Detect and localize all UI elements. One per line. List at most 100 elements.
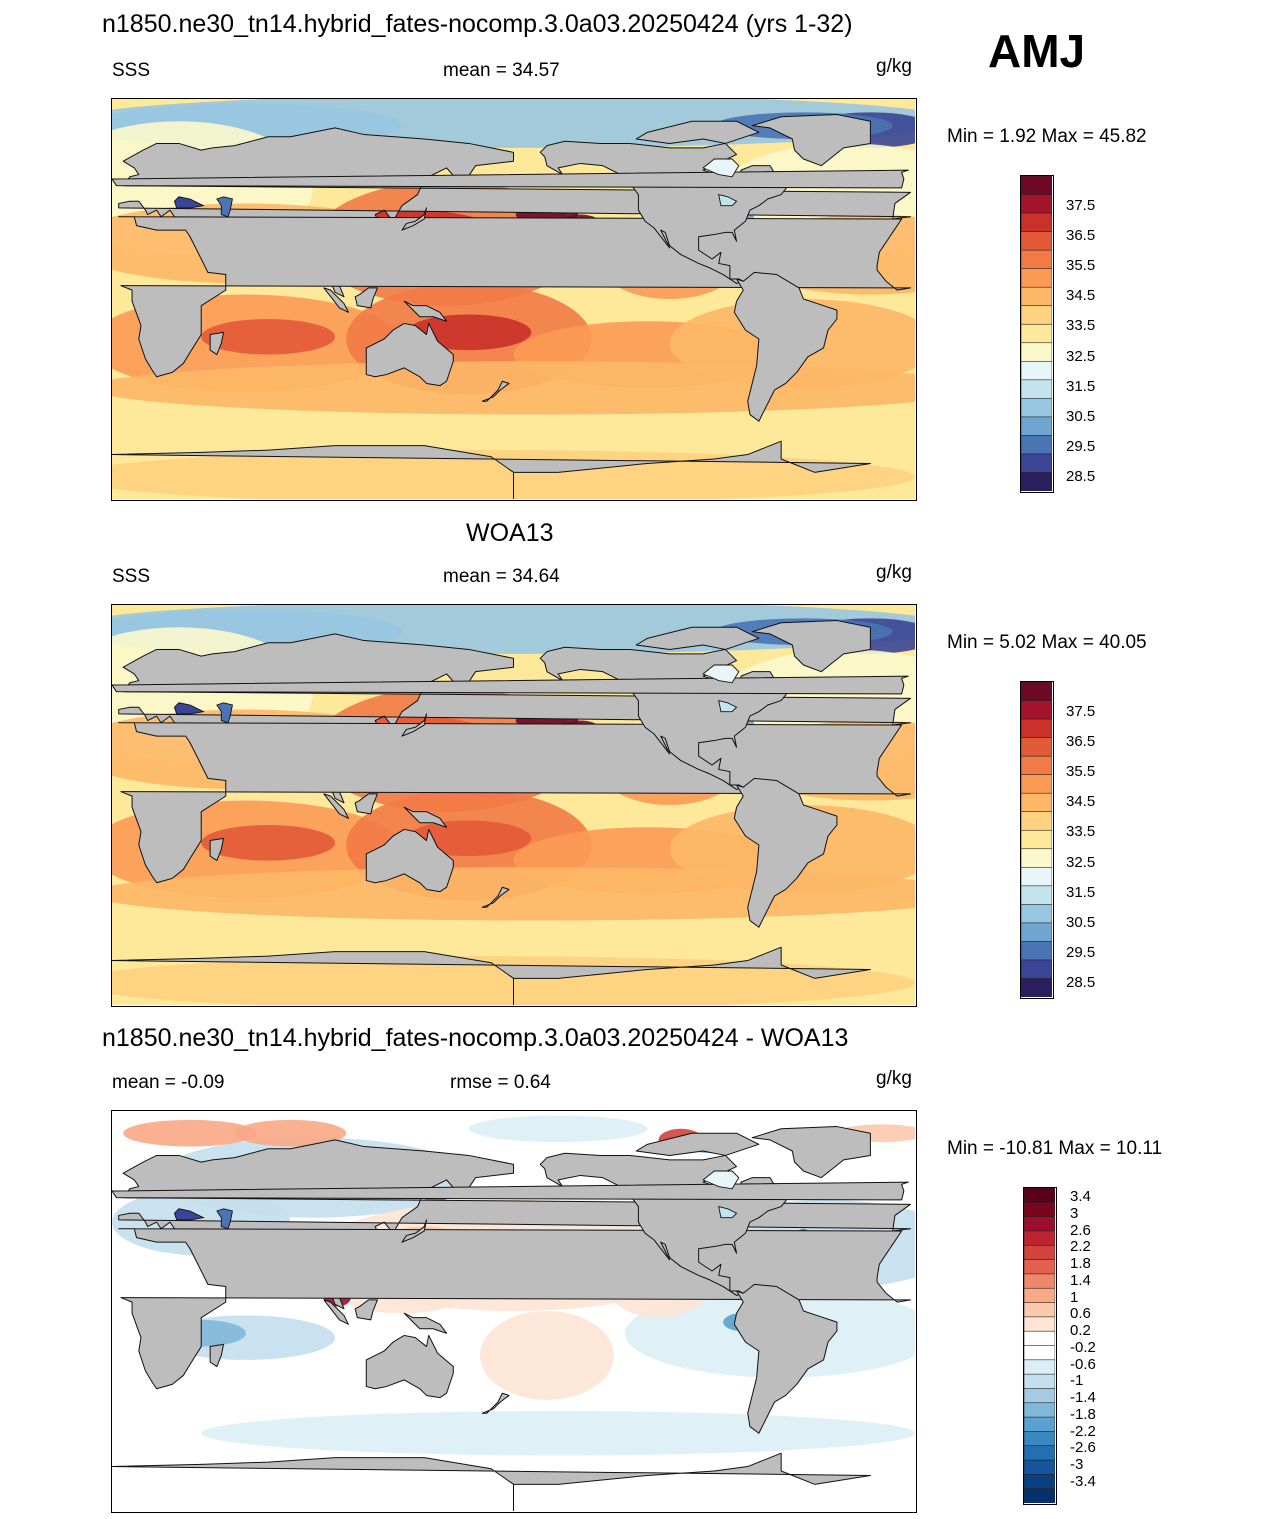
colorbar-tick-label: 37.5 bbox=[1066, 197, 1096, 214]
colorbar-swatch bbox=[1020, 755, 1053, 776]
colorbar-swatch bbox=[1023, 1359, 1056, 1376]
sumatra-landmass bbox=[323, 793, 349, 819]
colorbar-swatch bbox=[1023, 1302, 1056, 1318]
panel2-variable-label: SSS bbox=[112, 566, 151, 587]
panel3-mean-label: mean = -0.09 bbox=[112, 1072, 225, 1093]
colorbar-swatch bbox=[1020, 792, 1053, 813]
great-lakes bbox=[718, 699, 738, 713]
madagascar-landmass bbox=[209, 331, 225, 356]
colorbar-tick-label: 31.5 bbox=[1066, 883, 1096, 901]
colorbar-swatch bbox=[1023, 1202, 1056, 1218]
panel3-rmse-label: rmse = 0.64 bbox=[450, 1072, 551, 1093]
panel1-title: n1850.ne30_tn14.hybrid_fates-nocomp.3.0a… bbox=[102, 10, 853, 38]
colorbar-tick-label: -0.6 bbox=[1070, 1355, 1096, 1373]
colorbar-tick-label: 0.6 bbox=[1070, 1305, 1091, 1323]
colorbar-swatch bbox=[1020, 959, 1053, 980]
colorbar-swatch bbox=[1020, 681, 1053, 702]
panel3-map bbox=[111, 1110, 917, 1513]
colorbar-tick-label: -2.2 bbox=[1070, 1422, 1096, 1440]
colorbar-swatch bbox=[1020, 978, 1053, 998]
colorbar-swatch bbox=[1020, 286, 1053, 307]
colorbar-tick-label: -0.2 bbox=[1070, 1338, 1096, 1356]
difference-contour bbox=[201, 1411, 915, 1456]
colorbar-swatch bbox=[1023, 1416, 1056, 1433]
colorbar-swatch bbox=[1020, 904, 1053, 924]
hudson-bay bbox=[702, 158, 740, 178]
colorbar-tick-label: 1.4 bbox=[1070, 1271, 1091, 1289]
difference-contour bbox=[480, 1311, 614, 1400]
colorbar-swatch bbox=[1020, 829, 1053, 850]
australia-landmass bbox=[365, 322, 454, 387]
australia-landmass bbox=[365, 828, 454, 893]
colorbar-tick-label: -2.6 bbox=[1070, 1439, 1096, 1457]
panel2-map-svg bbox=[112, 605, 915, 1005]
colorbar-swatch bbox=[1023, 1259, 1056, 1275]
panel3-colorbar-svg bbox=[1023, 1187, 1056, 1504]
colorbar-swatch bbox=[1023, 1230, 1056, 1247]
uk-landmass bbox=[112, 675, 909, 695]
panel1-map bbox=[111, 98, 917, 501]
colorbar-tick-label: -1 bbox=[1070, 1372, 1084, 1390]
panel3-title: n1850.ne30_tn14.hybrid_fates-nocomp.3.0a… bbox=[102, 1024, 849, 1052]
panel2-mean-label: mean = 34.64 bbox=[443, 566, 560, 587]
colorbar-swatch bbox=[1023, 1388, 1056, 1404]
colorbar-tick-label: 31.5 bbox=[1066, 377, 1096, 395]
colorbar-tick-label: 33.5 bbox=[1066, 317, 1096, 335]
colorbar-swatch bbox=[1020, 323, 1053, 344]
panel1-units-label: g/kg bbox=[876, 56, 912, 77]
south-america-landmass bbox=[733, 271, 838, 422]
panel2-map bbox=[111, 604, 917, 1007]
colorbar-tick-label: 36.5 bbox=[1066, 227, 1096, 245]
colorbar-tick-label: 34.5 bbox=[1066, 793, 1096, 811]
panel1-map-svg bbox=[112, 99, 915, 499]
borneo-landmass bbox=[354, 793, 378, 815]
colorbar-swatch bbox=[1023, 1273, 1056, 1290]
colorbar-swatch bbox=[1023, 1316, 1056, 1333]
colorbar-swatch bbox=[1023, 1330, 1056, 1347]
uk-landmass bbox=[112, 1181, 909, 1201]
new-zealand-landmass bbox=[481, 380, 510, 402]
colorbar-swatch bbox=[1020, 737, 1053, 758]
colorbar-swatch bbox=[1020, 718, 1053, 739]
colorbar-swatch bbox=[1020, 360, 1053, 381]
colorbar-swatch bbox=[1020, 811, 1053, 832]
colorbar-swatch bbox=[1020, 268, 1053, 289]
panel3-land bbox=[112, 1126, 912, 1511]
colorbar-tick-label: 36.5 bbox=[1066, 733, 1096, 751]
difference-contour bbox=[123, 1119, 257, 1147]
north-america-landmass bbox=[539, 1152, 791, 1296]
greenland-landmass bbox=[751, 114, 871, 167]
colorbar-swatch bbox=[1020, 922, 1053, 943]
africa-landmass bbox=[118, 216, 912, 378]
colorbar-swatch bbox=[1023, 1373, 1056, 1390]
colorbar-tick-label: 35.5 bbox=[1066, 257, 1096, 275]
caspian-sea bbox=[216, 196, 233, 218]
panel1-variable-label: SSS bbox=[112, 60, 151, 81]
colorbar-tick-label: 28.5 bbox=[1066, 467, 1096, 485]
colorbar-swatch bbox=[1020, 398, 1053, 418]
colorbar-swatch bbox=[1020, 231, 1053, 252]
colorbar-swatch bbox=[1020, 700, 1053, 720]
japan-landmass bbox=[401, 207, 428, 231]
salinity-contour bbox=[112, 361, 915, 415]
panel3-minmax: Min = -10.81 Max = 10.11 bbox=[947, 1138, 1163, 1159]
colorbar-tick-label: 30.5 bbox=[1066, 913, 1096, 931]
caspian-sea bbox=[216, 1208, 233, 1230]
panel1-minmax: Min = 1.92 Max = 45.82 bbox=[947, 126, 1147, 147]
colorbar-swatch bbox=[1020, 885, 1053, 906]
colorbar-swatch bbox=[1023, 1244, 1056, 1261]
new-guinea-landmass bbox=[403, 1312, 448, 1334]
black-sea bbox=[173, 702, 205, 715]
colorbar-tick-label: -3 bbox=[1070, 1456, 1084, 1473]
new-guinea-landmass bbox=[403, 806, 448, 828]
panel2-land bbox=[112, 620, 912, 1005]
colorbar-tick-label: 30.5 bbox=[1066, 407, 1096, 425]
colorbar-tick-label: 0.2 bbox=[1070, 1322, 1091, 1339]
panel1-colorbar bbox=[1020, 175, 1054, 493]
caspian-sea bbox=[216, 702, 233, 724]
colorbar-tick-label: -3.4 bbox=[1070, 1472, 1096, 1490]
madagascar-landmass bbox=[209, 1343, 225, 1368]
japan-landmass bbox=[401, 713, 428, 737]
colorbar-swatch bbox=[1023, 1459, 1056, 1476]
colorbar-tick-label: 29.5 bbox=[1066, 943, 1096, 961]
